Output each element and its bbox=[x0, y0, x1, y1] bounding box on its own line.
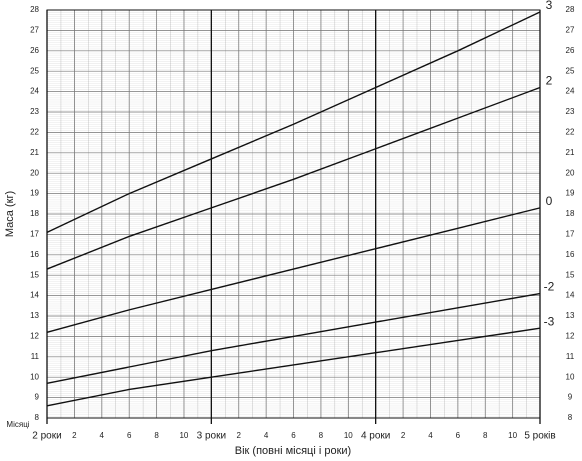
y-tick-label-right: 27 bbox=[566, 26, 575, 35]
y-tick-label-right: 21 bbox=[566, 148, 575, 157]
y-tick-label-right: 17 bbox=[566, 230, 575, 239]
y-tick-label: 21 bbox=[30, 148, 39, 157]
y-tick-label: 9 bbox=[35, 393, 40, 402]
y-tick-label-right: 14 bbox=[566, 291, 575, 300]
x-tick-label: 4 bbox=[100, 431, 105, 440]
x-tick-label: 4 роки bbox=[361, 431, 390, 442]
x-tick-label: 2 bbox=[236, 431, 241, 440]
y-tick-label: 12 bbox=[30, 332, 39, 341]
curve bbox=[46, 292, 541, 385]
y-tick-label-right: 15 bbox=[566, 270, 575, 279]
plot-border bbox=[46, 9, 541, 419]
x-tick-label: 6 bbox=[456, 431, 461, 440]
curve bbox=[46, 327, 541, 407]
curve-label: 2 bbox=[546, 74, 553, 88]
y-tick-label-right: 12 bbox=[566, 332, 575, 341]
y-tick-label: 20 bbox=[30, 168, 39, 177]
x-unit-label: Місяці bbox=[6, 420, 29, 429]
y-tick-label-right: 22 bbox=[566, 128, 575, 137]
y-tick-label: 23 bbox=[30, 107, 39, 116]
y-tick-label-right: 16 bbox=[566, 250, 575, 259]
y-tick-label: 14 bbox=[30, 291, 39, 300]
y-tick-label-right: 8 bbox=[568, 413, 573, 422]
x-tick-label: 6 bbox=[291, 431, 296, 440]
y-tick-label-right: 23 bbox=[566, 107, 575, 116]
y-tick-label: 26 bbox=[30, 46, 39, 55]
curve bbox=[46, 11, 541, 233]
y-tick-label: 16 bbox=[30, 250, 39, 259]
y-tick-label-right: 13 bbox=[566, 311, 575, 320]
y-tick-label-right: 11 bbox=[566, 352, 575, 361]
x-tick-label: 8 bbox=[483, 431, 488, 440]
curve-label: 3 bbox=[546, 0, 553, 12]
x-tick-label: 10 bbox=[344, 431, 353, 440]
x-tick-label: 3 роки bbox=[197, 431, 226, 442]
y-tick-label: 11 bbox=[31, 352, 40, 361]
y-tick-label-right: 20 bbox=[566, 168, 575, 177]
y-tick-label: 24 bbox=[30, 87, 39, 96]
x-tick-label: 10 bbox=[179, 431, 188, 440]
y-tick-label-right: 24 bbox=[566, 87, 575, 96]
y-axis-title: Маса (кг) bbox=[4, 191, 16, 237]
y-tick-label: 18 bbox=[30, 209, 39, 218]
y-tick-label: 8 bbox=[35, 413, 40, 422]
y-tick-label: 28 bbox=[30, 5, 39, 14]
x-axis-title: Вік (повні місяці і роки) bbox=[235, 445, 351, 457]
x-tick-label: 2 bbox=[72, 431, 77, 440]
x-tick-label: 10 bbox=[508, 431, 517, 440]
x-tick-label: 2 bbox=[401, 431, 406, 440]
y-tick-label: 25 bbox=[30, 66, 39, 75]
y-tick-label: 17 bbox=[30, 230, 39, 239]
y-tick-label-right: 25 bbox=[566, 66, 575, 75]
x-tick-label: 4 bbox=[264, 431, 269, 440]
curve-label: 0 bbox=[546, 194, 553, 208]
y-tick-label-right: 9 bbox=[568, 393, 573, 402]
y-tick-label-right: 19 bbox=[566, 189, 575, 198]
y-tick-label-right: 26 bbox=[566, 46, 575, 55]
y-tick-label: 22 bbox=[30, 128, 39, 137]
x-tick-label: 6 bbox=[127, 431, 132, 440]
x-tick-label: 8 bbox=[154, 431, 159, 440]
x-tick-label: 2 роки bbox=[32, 431, 61, 442]
y-tick-label-right: 28 bbox=[566, 5, 575, 14]
y-tick-label: 19 bbox=[30, 189, 39, 198]
y-tick-label-right: 10 bbox=[566, 372, 575, 381]
y-tick-label: 15 bbox=[30, 270, 39, 279]
curve-label: -3 bbox=[544, 314, 555, 328]
curve bbox=[46, 207, 541, 333]
x-tick-label: 5 років bbox=[524, 431, 555, 442]
x-tick-label: 4 bbox=[428, 431, 433, 440]
y-tick-label: 10 bbox=[30, 372, 39, 381]
curve-label: -2 bbox=[544, 280, 555, 294]
y-tick-label-right: 18 bbox=[566, 209, 575, 218]
y-tick-label: 27 bbox=[30, 26, 39, 35]
x-tick-label: 8 bbox=[319, 431, 324, 440]
curve bbox=[46, 86, 541, 270]
y-tick-label: 13 bbox=[30, 311, 39, 320]
